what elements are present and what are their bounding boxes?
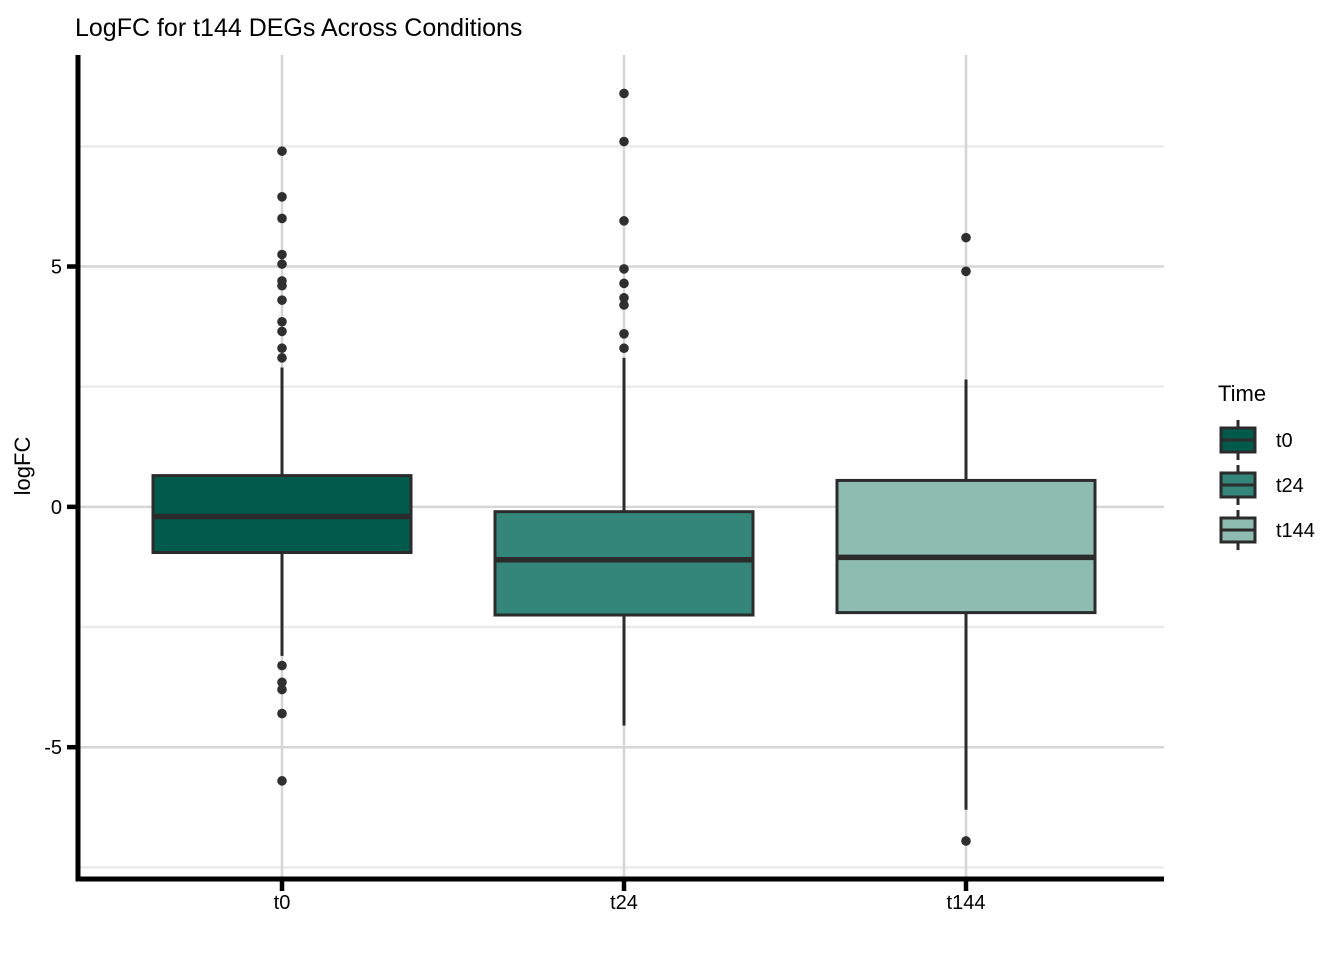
outlier-point-t144	[961, 836, 971, 846]
outlier-point-t0	[277, 677, 287, 688]
outlier-point-t0	[277, 353, 287, 363]
outlier-point-t0	[277, 249, 287, 260]
y-axis-title: logFC	[10, 437, 35, 496]
outlier-point-t0	[277, 776, 287, 786]
box-t144	[835, 478, 1097, 615]
outlier-point-t144	[961, 232, 971, 243]
outlier-point-t0	[277, 326, 287, 337]
outlier-point-t0	[277, 259, 287, 269]
legend-label-t24: t24	[1276, 475, 1304, 497]
outlier-point-t0	[277, 295, 287, 305]
outlier-point-t24	[619, 278, 629, 289]
x-tick-label-t24: t24	[610, 892, 638, 914]
legend-label-t144: t144	[1276, 520, 1315, 542]
outlier-point-t24	[619, 216, 629, 226]
outlier-point-t24	[619, 343, 629, 354]
box-t24	[493, 510, 755, 617]
y-tick-label: 0	[51, 497, 62, 519]
outlier-point-t0	[277, 146, 287, 156]
chart-layers: 5 0 -5 t0 t24 t144 Time t0 t24 t144	[44, 55, 1315, 914]
outlier-point-t0	[277, 280, 287, 291]
outlier-point-t0	[277, 213, 287, 224]
outlier-point-t0	[277, 316, 287, 327]
chart-title: LogFC for t144 DEGs Across Conditions	[75, 14, 522, 42]
y-tick-label: -5	[44, 737, 62, 759]
outlier-point-t24	[619, 264, 629, 274]
y-tick-label: 5	[51, 257, 62, 279]
outlier-point-t144	[961, 266, 971, 277]
outlier-point-t0	[277, 660, 287, 671]
outlier-point-t0	[277, 192, 287, 202]
outlier-point-t0	[277, 708, 287, 719]
outlier-point-t24	[619, 136, 629, 147]
x-tick-label-t144: t144	[947, 892, 986, 914]
outlier-point-t0	[277, 343, 287, 354]
outlier-point-t0	[277, 684, 287, 695]
outlier-point-t24	[619, 88, 629, 99]
legend-title: Time	[1218, 381, 1266, 406]
x-tick-label-t0: t0	[274, 892, 291, 914]
legend-label-t0: t0	[1276, 430, 1293, 452]
outlier-point-t24	[619, 300, 629, 310]
outlier-point-t24	[619, 329, 629, 339]
outlier-point-t24	[619, 292, 629, 303]
